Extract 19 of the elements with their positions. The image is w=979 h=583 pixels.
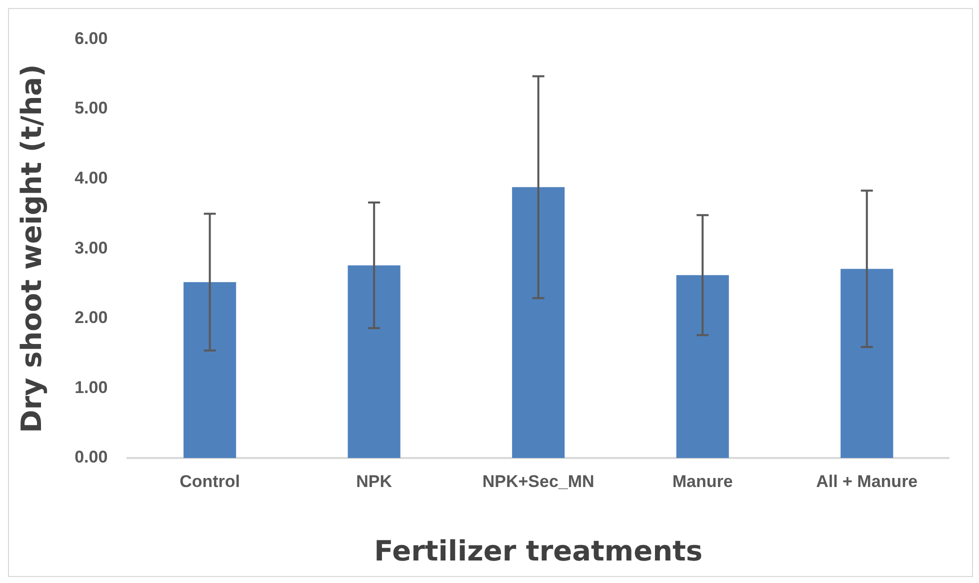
bar [676,275,729,458]
bar [348,265,400,458]
x-tick-label: All + Manure [816,472,918,491]
y-tick-label: 5.00 [74,98,108,118]
x-tick-label: Control [180,472,240,491]
bar [512,187,565,458]
bar [184,282,236,458]
y-tick-label: 4.00 [74,168,108,188]
y-axis-title: Dry shoot weight (t/ha) [15,64,48,434]
y-tick-label: 0.00 [74,448,108,467]
y-tick-label: 1.00 [74,378,108,397]
x-tick-label: NPK [356,472,393,491]
x-axis-title: Fertilizer treatments [374,534,703,568]
x-tick-label: NPK+Sec_MN [482,472,594,491]
y-tick-label: 3.00 [74,238,108,258]
y-tick-label: 6.00 [74,28,108,48]
bar [840,268,894,458]
y-tick-label: 2.00 [74,308,108,328]
x-tick-label: Manure [672,472,733,491]
